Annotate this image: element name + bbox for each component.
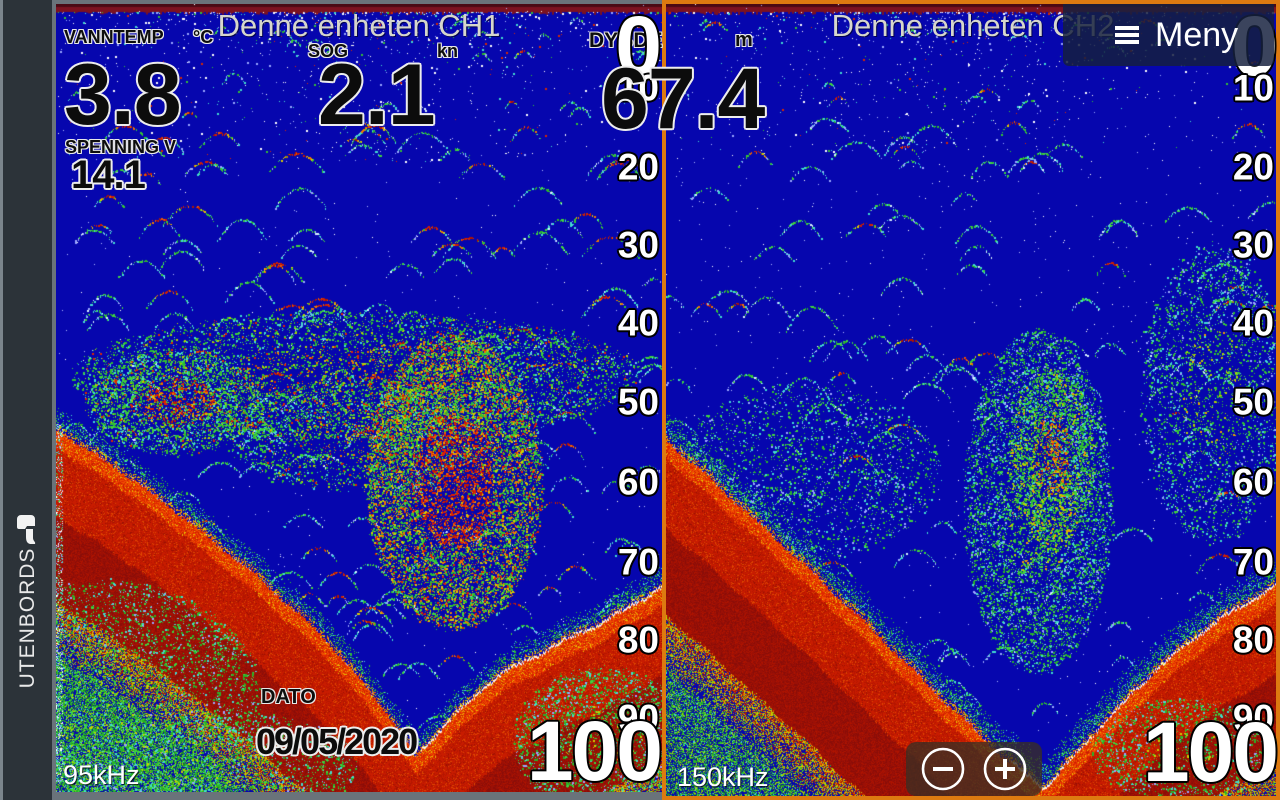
plus-icon bbox=[983, 747, 1027, 791]
instrument-sidebar: UTENBORDS bbox=[0, 0, 52, 800]
zoom-out-button[interactable] bbox=[920, 746, 966, 792]
sidebar-label: UTENBORDS bbox=[15, 547, 39, 689]
zoom-in-button[interactable] bbox=[982, 746, 1028, 792]
sonar-echogram-ch2[interactable] bbox=[666, 4, 1276, 796]
sonar-panel-ch1[interactable] bbox=[56, 4, 662, 792]
hamburger-icon bbox=[1115, 26, 1139, 44]
outboard-motor-icon bbox=[16, 515, 35, 544]
zoom-controls bbox=[906, 742, 1042, 796]
sonar-echogram-ch1[interactable] bbox=[56, 4, 662, 792]
sonar-panel-ch2[interactable] bbox=[662, 0, 1280, 800]
menu-button[interactable]: Meny bbox=[1063, 4, 1274, 66]
menu-label: Meny bbox=[1155, 16, 1239, 54]
minus-icon bbox=[921, 747, 965, 791]
